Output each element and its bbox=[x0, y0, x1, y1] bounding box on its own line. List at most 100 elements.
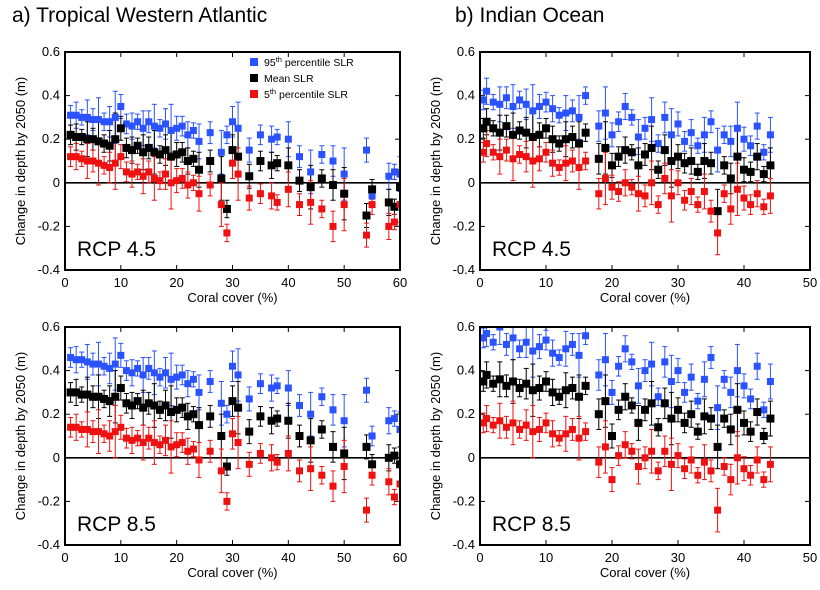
data-point bbox=[720, 375, 728, 383]
y-tick-label: -0.2 bbox=[453, 493, 475, 508]
data-point bbox=[122, 434, 130, 442]
series bbox=[480, 117, 775, 216]
data-point bbox=[634, 382, 642, 390]
data-point bbox=[72, 423, 80, 431]
data-point bbox=[575, 434, 583, 442]
data-point bbox=[89, 116, 97, 124]
data-point bbox=[681, 465, 689, 473]
data-point bbox=[568, 425, 576, 433]
data-point bbox=[601, 174, 609, 182]
data-point bbox=[713, 207, 722, 216]
data-point bbox=[229, 118, 236, 126]
data-point bbox=[150, 122, 158, 130]
data-point bbox=[340, 449, 349, 458]
data-point bbox=[753, 362, 761, 370]
data-point bbox=[480, 96, 487, 104]
data-point bbox=[575, 351, 583, 359]
data-point bbox=[727, 137, 735, 145]
data-point bbox=[307, 410, 315, 418]
data-point bbox=[229, 362, 236, 370]
data-point bbox=[284, 161, 293, 170]
x-tick-label: 40 bbox=[737, 550, 751, 565]
data-point bbox=[206, 378, 214, 385]
data-point bbox=[568, 384, 577, 393]
data-point bbox=[385, 417, 393, 425]
data-point bbox=[582, 428, 590, 436]
data-point bbox=[273, 133, 281, 141]
data-point bbox=[480, 419, 487, 427]
data-point bbox=[733, 367, 741, 375]
data-point bbox=[766, 161, 775, 170]
data-point bbox=[184, 181, 192, 189]
data-point bbox=[296, 467, 303, 475]
data-point bbox=[714, 146, 722, 154]
y-tick-label: -0.2 bbox=[38, 493, 60, 508]
data-point bbox=[222, 462, 231, 471]
x-tick-label: 30 bbox=[671, 275, 685, 290]
data-point bbox=[117, 423, 125, 431]
data-point bbox=[522, 100, 530, 108]
data-point bbox=[561, 386, 570, 395]
data-point bbox=[267, 416, 276, 425]
data-point bbox=[726, 174, 735, 183]
data-point bbox=[111, 360, 119, 368]
data-point bbox=[621, 441, 629, 449]
data-point bbox=[681, 137, 689, 145]
data-point bbox=[273, 159, 282, 168]
data-point bbox=[173, 441, 181, 449]
data-point bbox=[667, 414, 676, 423]
data-point bbox=[480, 334, 487, 342]
y-tick-label: 0.2 bbox=[457, 131, 475, 146]
data-point bbox=[122, 168, 130, 176]
data-point bbox=[674, 405, 682, 414]
data-point bbox=[495, 375, 504, 384]
data-point bbox=[654, 140, 662, 148]
x-tick-label: 0 bbox=[476, 550, 483, 565]
data-point bbox=[396, 480, 400, 488]
data-point bbox=[95, 116, 102, 124]
data-point bbox=[542, 124, 550, 133]
scenario-label: RCP 8.5 bbox=[77, 513, 156, 536]
data-point bbox=[740, 135, 748, 143]
x-tick-label: 10 bbox=[539, 550, 553, 565]
data-point bbox=[535, 343, 543, 351]
data-point bbox=[582, 332, 590, 340]
data-point bbox=[223, 229, 231, 237]
data-point bbox=[680, 159, 689, 168]
data-point bbox=[83, 135, 92, 144]
data-point bbox=[555, 111, 563, 119]
data-point bbox=[502, 146, 510, 154]
data-point bbox=[509, 377, 517, 386]
x-tick-label: 40 bbox=[281, 550, 295, 565]
data-point bbox=[759, 432, 768, 440]
data-point bbox=[614, 152, 623, 161]
data-point bbox=[173, 124, 181, 132]
panel-b-title: b) Indian Ocean bbox=[455, 4, 605, 27]
data-point bbox=[217, 201, 225, 209]
data-point bbox=[661, 174, 669, 182]
data-point bbox=[72, 388, 81, 397]
data-point bbox=[515, 384, 524, 393]
data-point bbox=[256, 380, 264, 388]
data-point bbox=[306, 436, 315, 445]
data-point bbox=[167, 443, 175, 451]
data-point bbox=[273, 198, 281, 206]
data-point bbox=[740, 418, 748, 427]
data-point bbox=[714, 229, 722, 237]
data-point bbox=[144, 399, 153, 408]
data-point bbox=[195, 165, 203, 174]
x-tick-label: 20 bbox=[605, 550, 619, 565]
data-point bbox=[654, 423, 663, 432]
data-point bbox=[72, 111, 80, 119]
data-point bbox=[660, 146, 669, 155]
data-point bbox=[156, 177, 164, 185]
data-point bbox=[680, 418, 689, 427]
x-tick-label: 10 bbox=[114, 550, 128, 565]
data-point bbox=[195, 137, 203, 145]
data-point bbox=[747, 395, 755, 403]
data-point bbox=[167, 179, 175, 187]
data-point bbox=[561, 135, 570, 144]
data-point bbox=[681, 196, 689, 204]
data-point bbox=[122, 399, 131, 408]
